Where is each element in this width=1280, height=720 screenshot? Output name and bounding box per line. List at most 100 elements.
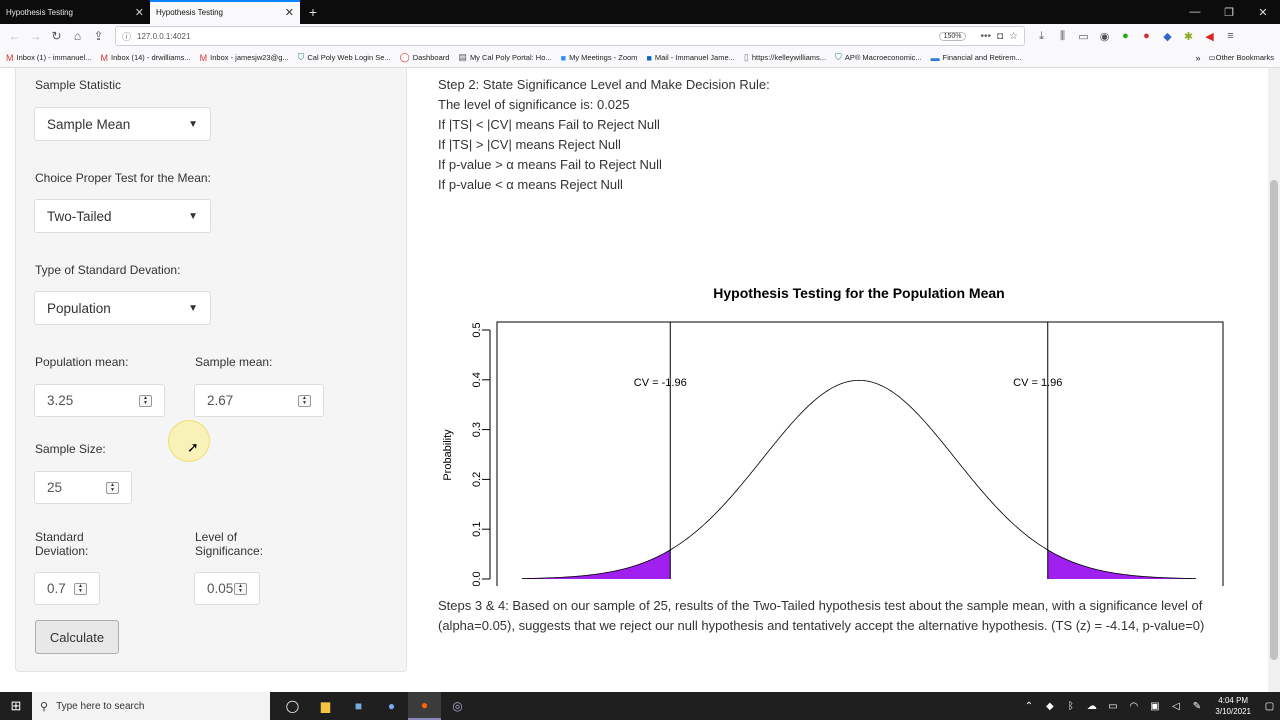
- input-value: 0.7: [47, 581, 66, 596]
- extension-icon[interactable]: ●: [1122, 30, 1129, 42]
- zoom-level[interactable]: 150%: [938, 31, 967, 41]
- new-tab-button[interactable]: +: [308, 4, 318, 20]
- test-type-label: Choice Proper Test for the Mean:: [35, 171, 211, 185]
- spinner-icon[interactable]: ▲ ▼: [106, 481, 119, 494]
- reload-icon[interactable]: ↻: [51, 29, 62, 43]
- bookmark-item[interactable]: M Inbox (1) - immanuel...: [6, 52, 92, 63]
- sample-mean-input[interactable]: 2.67 ▲ ▼: [194, 384, 324, 417]
- sidebar-icon[interactable]: ▭: [1078, 30, 1089, 43]
- significance-level-label: Level of Significance:: [195, 530, 264, 558]
- other-bookmarks[interactable]: Other Bookmarks: [1215, 53, 1274, 62]
- bookmark-item[interactable]: ⛉ AP® Macroeconomic...: [835, 52, 922, 62]
- bookmark-item[interactable]: ⛉ Cal Poly Web Login Se...: [297, 52, 391, 62]
- spinner-icon[interactable]: ▲ ▼: [74, 582, 87, 595]
- notification-icon[interactable]: ▢: [1264, 700, 1275, 712]
- bookmark-item[interactable]: ▯ https://kelleywilliams...: [743, 52, 827, 62]
- close-window-icon[interactable]: ✕: [1258, 6, 1268, 19]
- standard-deviation-input[interactable]: 0.7 ▲ ▼: [34, 572, 100, 605]
- rush-app-icon[interactable]: ■: [354, 699, 363, 713]
- tab-hypothesis-testing-1[interactable]: Hypothesis Testing ✕: [0, 0, 150, 24]
- network-icon[interactable]: ▣: [1150, 700, 1160, 712]
- cloud-icon[interactable]: ☁: [1086, 700, 1097, 712]
- population-mean-label: Population mean:: [35, 355, 129, 369]
- bookmark-item[interactable]: ■ My Meetings - Zoom: [560, 52, 638, 63]
- sample-size-input[interactable]: 25 ▲ ▼: [34, 471, 132, 504]
- home-icon[interactable]: ⌂: [73, 29, 82, 43]
- spinner-icon[interactable]: ▲ ▼: [298, 394, 311, 407]
- clock[interactable]: 4:04 PM 3/10/2021: [1215, 695, 1251, 717]
- y-tick-label: 0.1: [471, 522, 483, 537]
- bookmark-item[interactable]: ▤ My Cal Poly Portal: Ho...: [458, 52, 552, 62]
- cursor-highlight: [168, 420, 210, 462]
- r-app-icon[interactable]: ●: [387, 699, 396, 713]
- forward-icon[interactable]: →: [29, 29, 42, 43]
- sample-statistic-select[interactable]: Sample Mean ▼: [34, 107, 211, 141]
- browser-tab-bar: Hypothesis Testing ✕ Hypothesis Testing …: [0, 0, 1280, 24]
- dropbox-icon[interactable]: ◆: [1046, 700, 1054, 712]
- recorder-icon[interactable]: ◎: [452, 699, 463, 713]
- bookmark-item[interactable]: ▬ Financial and Retirem...: [930, 52, 1022, 63]
- input-value: 25: [47, 480, 63, 495]
- library-icon[interactable]: ⫼: [1059, 29, 1066, 42]
- bookmark-item[interactable]: ■ Mail - Immanuel Jame...: [646, 52, 735, 63]
- test-type-select[interactable]: Two-Tailed ▼: [34, 199, 211, 233]
- menu-icon[interactable]: ≡: [1227, 30, 1234, 42]
- significance-level-input[interactable]: 0.05 ▲ ▼: [194, 572, 260, 605]
- search-placeholder: Type here to search: [56, 700, 145, 712]
- volume-icon[interactable]: ◁: [1172, 700, 1180, 712]
- extension-icon[interactable]: ◆: [1163, 30, 1172, 43]
- bookmark-item[interactable]: M Inbox - jamesjw23@g...: [199, 52, 289, 63]
- clock-date: 3/10/2021: [1215, 707, 1251, 716]
- firefox-icon[interactable]: ●: [408, 692, 441, 720]
- bookmark-item[interactable]: ◯ Dashboard: [399, 52, 450, 62]
- y-tick-label: 0.2: [471, 472, 483, 487]
- close-icon[interactable]: ✕: [284, 6, 294, 19]
- caret-down-icon: ▼: [188, 210, 198, 222]
- right-rejection-region: [1047, 549, 1197, 579]
- population-mean-input[interactable]: 3.25 ▲ ▼: [34, 384, 165, 417]
- spinner-icon[interactable]: ▲ ▼: [234, 582, 247, 595]
- step2-line: If |TS| > |CV| means Reject Null: [438, 137, 621, 152]
- calculate-button[interactable]: Calculate: [35, 620, 119, 654]
- bluetooth-icon[interactable]: ᛒ: [1067, 700, 1074, 712]
- task-view-icon[interactable]: ◯: [285, 699, 300, 713]
- pocket-save-icon[interactable]: ◘: [996, 30, 1004, 42]
- shield-icon: ⛉: [297, 52, 305, 62]
- download-icon[interactable]: ⤓: [1039, 29, 1044, 42]
- scrollbar[interactable]: [1268, 68, 1280, 692]
- wifi-icon[interactable]: ◠: [1129, 700, 1139, 712]
- close-icon[interactable]: ✕: [134, 6, 144, 19]
- account-icon[interactable]: ◉: [1099, 30, 1110, 43]
- back-icon[interactable]: ←: [8, 29, 21, 43]
- extension-icon[interactable]: ◀: [1205, 30, 1214, 43]
- chevron-right-icon[interactable]: »: [1195, 52, 1201, 63]
- step2-line: If |TS| < |CV| means Fail to Reject Null: [438, 117, 660, 132]
- sd-type-select[interactable]: Population ▼: [34, 291, 211, 325]
- zoom-icon: ■: [560, 52, 567, 63]
- url-bar[interactable]: ⓘ 127.0.0.1:4021 150% ••• ◘ ☆: [115, 26, 1025, 46]
- windows-start-icon[interactable]: ⊞: [10, 698, 22, 713]
- pocket-icon[interactable]: ⇪: [93, 29, 104, 43]
- restore-icon[interactable]: ❐: [1224, 6, 1234, 19]
- scrollbar-thumb[interactable]: [1270, 180, 1278, 660]
- pen-icon[interactable]: ✎: [1192, 700, 1202, 712]
- y-tick-label: 0.3: [471, 422, 483, 437]
- taskbar-search[interactable]: ⚲ Type here to search: [32, 692, 270, 720]
- input-panel: [15, 68, 407, 672]
- extension-icon[interactable]: ●: [1143, 30, 1150, 42]
- tab-hypothesis-testing-2[interactable]: Hypothesis Testing ✕: [150, 0, 300, 24]
- file-explorer-icon[interactable]: ▆: [320, 699, 331, 713]
- y-tick-label: 0.0: [471, 571, 483, 586]
- info-icon[interactable]: ⓘ: [122, 31, 132, 42]
- more-actions-icon[interactable]: •••: [980, 30, 991, 42]
- extension-icon[interactable]: ✱: [1183, 30, 1194, 43]
- bookmark-item[interactable]: M Inbox (14) - drwilliams...: [100, 52, 191, 63]
- sample-statistic-label: Sample Statistic: [35, 78, 122, 92]
- star-icon[interactable]: ☆: [1009, 30, 1018, 42]
- chevron-up-icon[interactable]: ⌃: [1024, 700, 1034, 712]
- minimize-icon[interactable]: —: [1189, 6, 1201, 18]
- url-text[interactable]: 127.0.0.1:4021: [137, 31, 191, 41]
- gmail-icon: M: [6, 52, 14, 63]
- battery-icon[interactable]: ▭: [1108, 700, 1118, 712]
- spinner-icon[interactable]: ▲ ▼: [139, 394, 152, 407]
